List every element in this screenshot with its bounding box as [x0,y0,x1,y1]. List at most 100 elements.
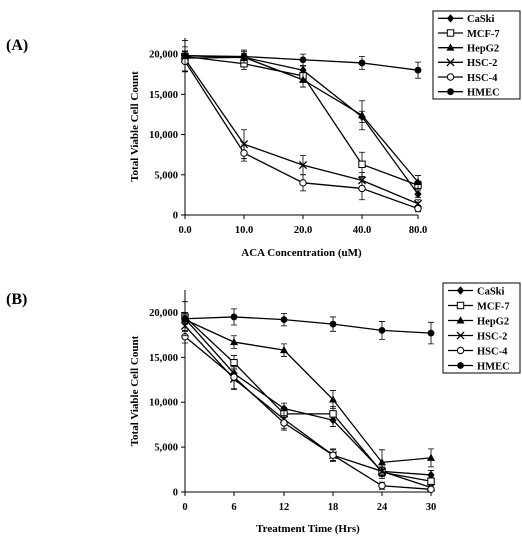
legend-label: HepG2 [477,316,509,327]
legend-marker [456,346,465,355]
data-point [358,160,366,169]
series-hsc-4 [181,330,435,494]
legend-item: HepG2 [448,316,509,327]
data-point [427,453,435,461]
data-point [240,149,248,157]
x-axis-title: ACA Concentration (uM) [241,247,362,259]
legend-item: HSC-4 [448,346,508,357]
y-tick-label: 10,000 [149,398,178,409]
data-point [280,316,288,324]
series-line [184,60,419,210]
series-line [184,316,432,482]
data-point [329,451,337,459]
panel-label: (A) [6,37,28,54]
data-point [358,59,366,67]
data-point [181,52,189,60]
legend-item: MCF-7 [438,29,500,40]
data-point [378,327,386,334]
legend-label: HMEC [477,361,510,372]
x-tick-label: 10.0 [235,225,253,236]
x-axis-title: Treatment Time (Hrs) [256,523,360,535]
data-point [427,485,435,494]
data-point [329,410,337,418]
y-tick-label: 10,000 [149,130,178,141]
series-line [184,316,432,334]
x-tick-label: 20.0 [294,225,312,236]
data-point [181,315,189,323]
data-point [280,419,288,427]
y-tick-label: 15,000 [149,90,178,101]
legend-item: HepG2 [438,43,499,54]
legend-marker [446,73,455,81]
legend-marker [447,88,454,96]
x-tick-label: 6 [231,502,236,513]
y-axis-title: Total Viable Cell Count [129,71,141,182]
legend-label: CaSki [467,14,495,25]
x-tick-label: 80.0 [409,225,427,236]
legend-box [432,10,521,100]
data-point [427,470,435,480]
series-hsc-4 [181,50,422,213]
series-hmec [181,301,435,345]
series-line [184,318,432,476]
data-point [414,66,422,74]
chart-panel-2: (B) 0 5,000 10,000 15,000 20,000 0 6 12 18 24 30 Tot… [6,282,521,535]
legend-marker [456,286,465,295]
data-point [230,373,238,381]
y-tick-label: 0 [173,211,178,222]
legend-label: MCF-7 [467,29,500,40]
series-hepg2 [181,314,435,476]
legend-item: HMEC [448,361,510,372]
x-tick-label: 24 [377,502,388,513]
legend-label: HSC-4 [477,346,508,357]
y-tick-label: 15,000 [149,353,178,364]
legend-label: CaSki [477,286,505,297]
series-line [184,336,432,490]
legend-label: HSC-4 [467,73,498,84]
series-mcf-7 [181,312,435,486]
x-tick-label: 30 [426,502,437,513]
legend-marker [457,362,464,369]
data-point [358,111,366,119]
data-point [240,53,248,60]
series-line [184,319,432,464]
series-line [184,325,432,489]
data-point [414,177,422,186]
legend-marker [446,58,455,67]
data-point [378,458,386,466]
legend-label: HMEC [467,87,500,98]
y-tick-label: 0 [173,488,178,499]
legend-marker [456,316,465,324]
x-tick-label: 0 [182,502,187,513]
y-tick-label: 5,000 [154,443,178,454]
data-point [230,313,238,321]
legend-label: MCF-7 [477,301,510,312]
data-point [427,477,435,485]
series-caski [181,313,435,480]
data-point [358,184,366,193]
data-point [298,161,308,170]
data-point [414,189,422,199]
x-tick-label: 12 [279,502,290,513]
y-axis-title: Total Viable Cell Count [129,335,141,446]
x-tick-label: 40.0 [353,225,371,236]
data-point [299,75,307,83]
legend-label: HSC-2 [477,331,507,342]
legend-marker [456,331,465,340]
legend-marker [446,43,455,51]
data-point [427,329,435,337]
legend-item: MCF-7 [448,301,510,312]
data-point [377,467,387,476]
legend-item: HMEC [438,87,500,98]
data-point [299,56,307,64]
x-tick-label: 0.0 [178,225,191,236]
legend-item: HSC-2 [448,331,507,342]
legend-item: CaSki [448,286,505,297]
series-hsc-2 [180,320,436,492]
y-tick-label: 20,000 [149,50,178,61]
data-point [239,140,249,149]
data-point [378,482,386,490]
legend: CaSki MCF-7 HepG2 HSC-2 HSC-4 HMEC [432,10,521,100]
data-point [280,345,288,354]
